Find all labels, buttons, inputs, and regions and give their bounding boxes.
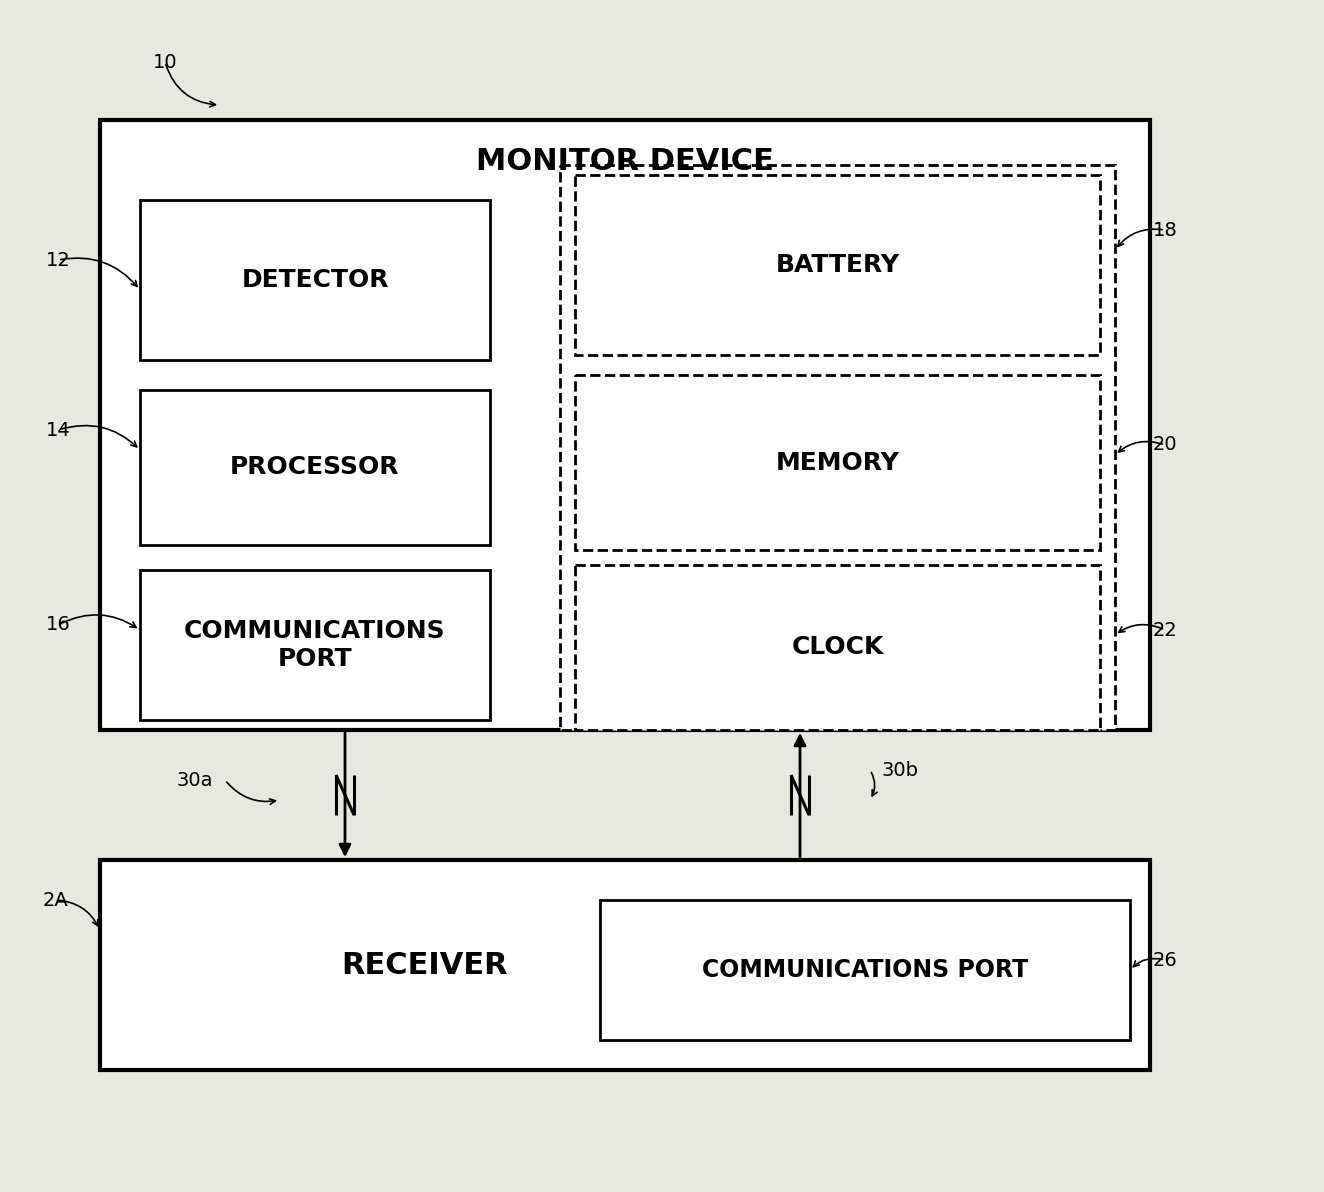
- Text: 30b: 30b: [882, 760, 919, 780]
- Text: MONITOR DEVICE: MONITOR DEVICE: [477, 148, 775, 176]
- Bar: [560, 164, 1115, 730]
- Text: 16: 16: [45, 615, 70, 634]
- Text: 14: 14: [45, 421, 70, 440]
- Text: BATTERY: BATTERY: [776, 253, 899, 277]
- Text: MEMORY: MEMORY: [776, 451, 899, 474]
- Text: 10: 10: [152, 52, 177, 72]
- Text: 26: 26: [1153, 950, 1177, 969]
- Bar: [140, 200, 490, 360]
- Text: 20: 20: [1153, 435, 1177, 454]
- Bar: [575, 375, 1100, 550]
- Text: COMMUNICATIONS PORT: COMMUNICATIONS PORT: [702, 958, 1029, 982]
- Text: 2A: 2A: [42, 890, 68, 909]
- Bar: [575, 175, 1100, 355]
- Bar: [600, 900, 1129, 1039]
- Text: CLOCK: CLOCK: [792, 635, 883, 659]
- Bar: [101, 120, 1151, 730]
- Text: COMMUNICATIONS
PORT: COMMUNICATIONS PORT: [184, 619, 446, 671]
- Text: 30a: 30a: [176, 770, 213, 789]
- Text: RECEIVER: RECEIVER: [342, 950, 508, 980]
- Bar: [140, 570, 490, 720]
- Bar: [575, 565, 1100, 730]
- Text: PROCESSOR: PROCESSOR: [230, 455, 400, 479]
- Text: 18: 18: [1153, 221, 1177, 240]
- Text: 12: 12: [45, 250, 70, 269]
- Bar: [140, 390, 490, 545]
- Text: 22: 22: [1153, 621, 1177, 639]
- Text: DETECTOR: DETECTOR: [241, 268, 389, 292]
- Bar: [101, 859, 1151, 1070]
